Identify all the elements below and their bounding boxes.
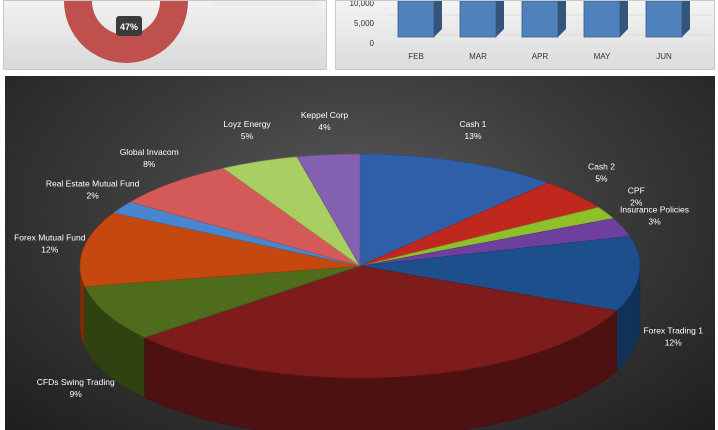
pie-data-label: Cash 1 13% (459, 119, 486, 141)
pie-sides (79, 265, 641, 430)
pie-data-label: Forex Mutual Fund 12% (14, 232, 86, 254)
bar-x-axis: FEB MAR APR MAY JUN (408, 52, 672, 61)
pie-slice (79, 212, 361, 287)
donut-chart-panel: 47% (3, 0, 327, 70)
pie-data-label: CPF 2% (628, 186, 645, 208)
pie-label-name: Forex Trading 1 (643, 325, 703, 335)
bar-chart-panel: 0 5,000 10,000 FEB MAR APR MAY JUN (335, 0, 715, 70)
donut-slice (64, 1, 188, 63)
pie-label-percent: 12% (665, 337, 682, 347)
pie-label-percent: 2% (630, 198, 643, 208)
pie-label-name: Keppel Corp (301, 110, 349, 120)
pie-label-percent: 4% (318, 122, 331, 132)
bar-category-label: MAY (594, 52, 611, 61)
pie-slice (359, 235, 641, 312)
bar-series (397, 1, 690, 38)
donut-chart: 47% (64, 1, 318, 63)
pie-label-name: Loyz Energy (223, 119, 271, 129)
pie-label-percent: 8% (143, 159, 156, 169)
bar (645, 1, 690, 38)
pie-slice (143, 265, 618, 379)
donut-ring (64, 1, 188, 63)
donut-placeholder-box (214, 1, 318, 6)
bar (521, 1, 566, 38)
pie-label-percent: 13% (464, 131, 481, 141)
pie-label-name: Cash 2 (588, 162, 615, 172)
bar-category-label: FEB (408, 52, 424, 61)
pie-data-label: Insurance Policies 3% (620, 204, 689, 226)
bar-category-label: JUN (656, 52, 672, 61)
pie-data-label: Loyz Energy 5% (223, 119, 271, 141)
pie-data-label: Global Invacom 8% (120, 147, 179, 169)
pie-label-name: Global Invacom (120, 147, 179, 157)
pie-label-percent: 5% (241, 131, 254, 141)
pie-slice (84, 265, 361, 338)
pie-data-label: Forex Trading 1 12% (643, 325, 703, 347)
pie-slice (296, 153, 361, 268)
pie-data-label: Keppel Corp 4% (301, 110, 349, 132)
pie-label-percent: 5% (595, 174, 608, 184)
bar-y-tick-label: 5,000 (354, 19, 375, 28)
pie-data-label: Cash 2 5% (588, 162, 615, 184)
pie-data-label: Real Estate Mutual Fund 2% (46, 178, 140, 200)
bar (459, 1, 504, 38)
pie-label-percent: 12% (41, 244, 58, 254)
bar-category-label: MAR (469, 52, 487, 61)
pie-label-name: CFDs Swing Trading (37, 377, 115, 387)
bar-chart: 0 5,000 10,000 FEB MAR APR MAY JUN (350, 1, 712, 61)
bar-y-tick-label: 10,000 (350, 1, 375, 8)
pie-label-percent: 3% (648, 216, 661, 226)
bar-category-label: APR (532, 52, 549, 61)
donut-label-box (116, 16, 142, 36)
pie-label-name: Cash 1 (459, 119, 486, 129)
pie-data-label: CFDs Swing Trading 9% (37, 377, 115, 399)
pie-slices (79, 153, 641, 379)
bar (583, 1, 628, 38)
pie-slice (359, 153, 549, 267)
pie-slice (129, 167, 361, 267)
pie-chart-panel: Cash 1 13% Cash 2 5% CPF 2% Insurance Policies… (5, 76, 715, 430)
bar-y-axis: 0 5,000 10,000 (350, 1, 375, 48)
pie-label-name: Real Estate Mutual Fund (46, 178, 140, 188)
donut-data-label: 47% (120, 22, 138, 32)
pie-label-percent: 9% (70, 389, 83, 399)
pie-label-percent: 2% (86, 190, 99, 200)
bar (397, 1, 442, 38)
bar-y-tick-label: 0 (370, 39, 375, 48)
pie-label-name: CPF (628, 186, 645, 196)
pie-label-name: Forex Mutual Fund (14, 232, 86, 242)
pie-label-name: Insurance Policies (620, 204, 689, 214)
